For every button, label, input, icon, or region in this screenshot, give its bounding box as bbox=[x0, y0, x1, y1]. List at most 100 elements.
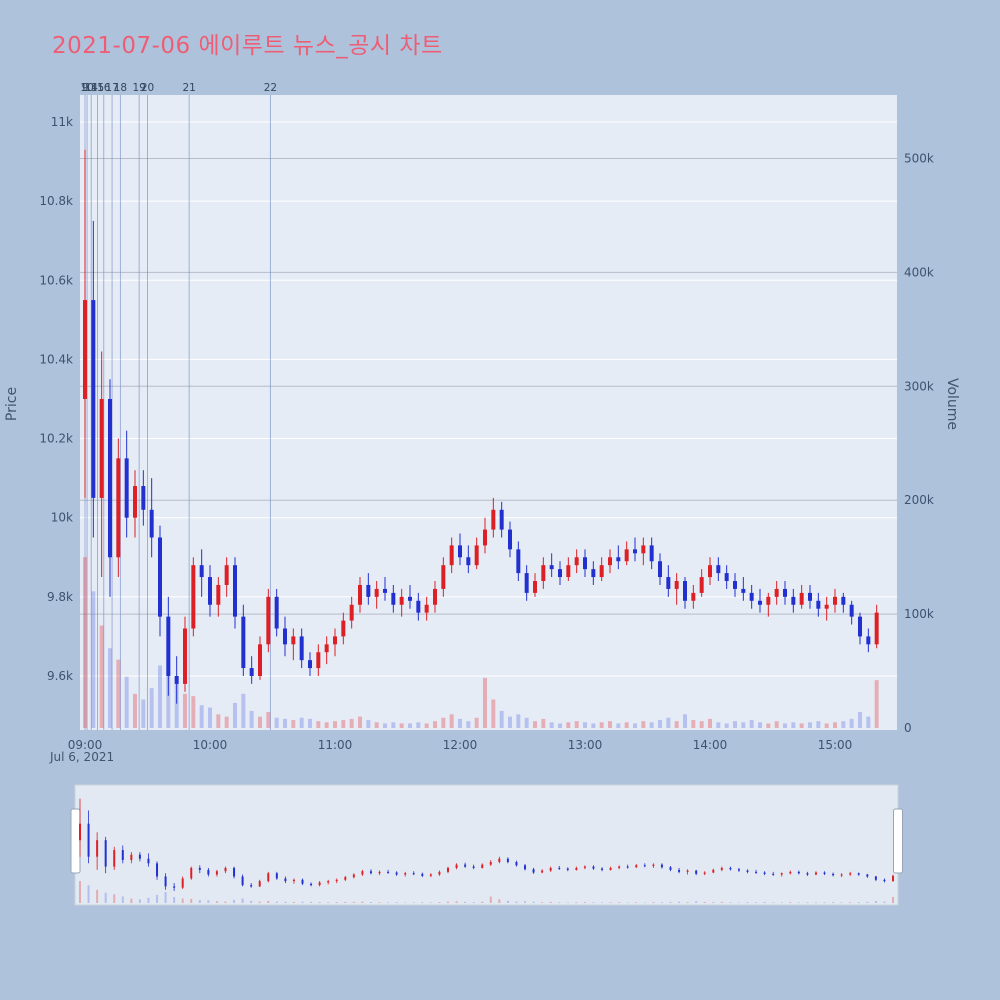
volume-bar bbox=[866, 716, 871, 728]
volume-bar bbox=[533, 721, 537, 728]
volume-bar bbox=[674, 721, 679, 728]
candle-body bbox=[83, 300, 87, 399]
candle-body bbox=[766, 596, 771, 605]
volume-bar bbox=[441, 717, 446, 728]
rangeslider-track[interactable] bbox=[74, 784, 899, 906]
volume-bar bbox=[408, 723, 412, 728]
candle-body bbox=[241, 616, 246, 669]
candle-body bbox=[499, 509, 504, 530]
candle-body bbox=[99, 398, 104, 498]
candle-body bbox=[116, 458, 121, 558]
price-gridlines bbox=[80, 121, 897, 677]
volume-bar bbox=[874, 680, 879, 728]
volume-bar bbox=[216, 714, 221, 728]
candle-body bbox=[341, 620, 346, 637]
volume-bar bbox=[716, 722, 721, 728]
volume-bar bbox=[633, 723, 637, 728]
candle-body bbox=[466, 557, 471, 566]
volume-bar bbox=[491, 699, 496, 728]
plot-area[interactable] bbox=[80, 95, 897, 730]
rangeslider-handle-right[interactable] bbox=[893, 808, 903, 874]
volume-tick: 100k bbox=[904, 607, 934, 621]
volume-bar bbox=[283, 718, 287, 728]
candle-body bbox=[683, 581, 687, 601]
candles-series[interactable] bbox=[83, 149, 879, 704]
candle-body bbox=[199, 565, 204, 578]
candle-body bbox=[233, 565, 237, 617]
volume-bar bbox=[274, 717, 279, 728]
volume-bar bbox=[508, 716, 512, 728]
x-tick: 13:00 bbox=[568, 738, 603, 752]
volume-bar bbox=[241, 693, 246, 728]
candle-body bbox=[574, 557, 579, 566]
rangeslider-handle-left[interactable] bbox=[70, 808, 81, 874]
volume-bar bbox=[824, 723, 829, 728]
volume-tick: 500k bbox=[904, 152, 934, 166]
candle-body bbox=[266, 596, 271, 645]
candle-body bbox=[508, 529, 512, 550]
volume-bar bbox=[358, 716, 362, 728]
candle-body bbox=[641, 545, 646, 554]
candle-body bbox=[149, 509, 154, 538]
candle-body bbox=[658, 561, 662, 578]
rangeslider[interactable] bbox=[70, 784, 903, 906]
volume-bar bbox=[566, 722, 571, 728]
candle-body bbox=[349, 604, 354, 621]
volume-bar bbox=[266, 712, 271, 728]
volume-bar bbox=[841, 721, 846, 728]
candle-body bbox=[791, 596, 796, 605]
candle-body bbox=[308, 660, 312, 669]
event-label: 22 bbox=[264, 82, 277, 94]
volume-bar bbox=[124, 676, 129, 728]
volume-bar bbox=[641, 721, 646, 728]
candle-body bbox=[491, 509, 496, 530]
price-tick: 10k bbox=[51, 511, 73, 525]
candle-body bbox=[291, 636, 296, 645]
x-tick: 11:00 bbox=[318, 738, 353, 752]
rangeslider-series bbox=[79, 798, 894, 892]
volume-bar bbox=[116, 659, 121, 728]
price-tick-labels: 11k 10.8k 10.6k 10.4k 10.2k 10k 9.8k 9.6k bbox=[39, 115, 73, 683]
rangeslider-volume bbox=[79, 881, 894, 903]
candle-body bbox=[833, 596, 837, 605]
candle-body bbox=[858, 616, 862, 637]
candle-body bbox=[258, 644, 262, 676]
volume-bar bbox=[83, 557, 87, 728]
candle-body bbox=[333, 636, 337, 645]
volume-bar bbox=[591, 723, 596, 728]
event-label: 21 bbox=[182, 82, 195, 94]
event-label: 14 bbox=[85, 82, 99, 94]
x-tick: 10:00 bbox=[193, 738, 228, 752]
event-label: 15 bbox=[91, 82, 104, 94]
price-tick: 9.6k bbox=[47, 669, 73, 683]
candle-body bbox=[699, 577, 704, 593]
candle-body bbox=[524, 573, 529, 593]
volume-bar bbox=[808, 722, 812, 728]
candle-body bbox=[608, 557, 612, 566]
candle-body bbox=[449, 545, 454, 566]
volume-bar bbox=[233, 702, 237, 728]
volume-tick-labels: 500k 400k 300k 200k 100k 0 bbox=[904, 152, 934, 736]
candle-body bbox=[666, 577, 671, 589]
volume-bar bbox=[474, 717, 479, 728]
volume-bar bbox=[724, 723, 729, 728]
price-tick: 10.8k bbox=[39, 194, 73, 208]
candle-body bbox=[708, 565, 712, 578]
volume-bar bbox=[658, 720, 662, 728]
volume-bar bbox=[224, 716, 229, 728]
volume-bar bbox=[574, 721, 579, 728]
volume-bar bbox=[291, 720, 296, 728]
candle-body bbox=[316, 652, 321, 669]
volume-bar bbox=[249, 710, 254, 728]
volume-tick: 300k bbox=[904, 379, 934, 393]
volume-bar bbox=[649, 722, 654, 728]
candle-body bbox=[399, 596, 404, 605]
x-axis-date-label: Jul 6, 2021 bbox=[50, 750, 115, 764]
volume-bar bbox=[599, 722, 604, 728]
candle-body bbox=[741, 588, 746, 593]
event-label: 20 bbox=[141, 82, 154, 94]
volume-bar bbox=[749, 720, 754, 728]
candle-body bbox=[133, 486, 137, 518]
volume-bar bbox=[608, 721, 612, 728]
